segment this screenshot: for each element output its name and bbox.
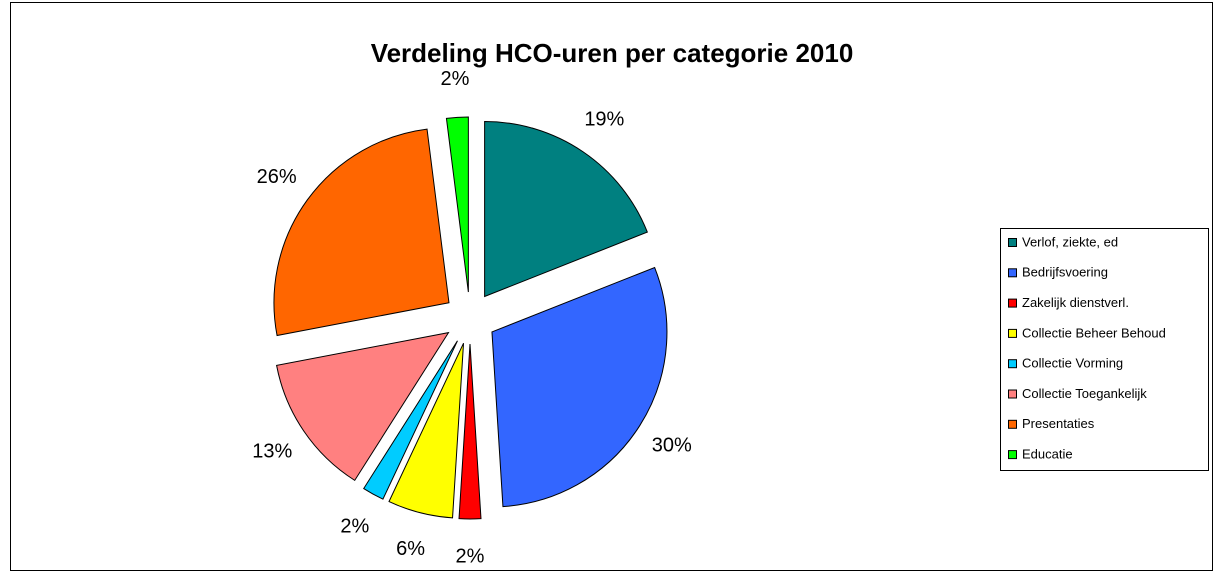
legend-label: Collectie Toegankelijk (1022, 386, 1147, 401)
value-label: 6% (396, 538, 425, 560)
value-label: 26% (257, 166, 297, 188)
legend-label: Educatie (1022, 447, 1073, 462)
value-label: 19% (584, 109, 624, 131)
value-label: 13% (252, 441, 292, 463)
value-label: 2% (340, 516, 369, 538)
pie-slice (273, 128, 450, 337)
legend-swatch (1008, 450, 1017, 460)
pie-slice (388, 342, 465, 519)
pie-slice (276, 331, 450, 482)
legend-swatch (1008, 238, 1017, 247)
pie-slice (458, 343, 482, 520)
legend-swatch (1008, 419, 1017, 429)
legend-swatch (1008, 359, 1017, 369)
pie-slice (445, 116, 469, 293)
value-label: 2% (441, 68, 470, 90)
legend-swatch (1008, 389, 1017, 399)
pie-slice (491, 266, 668, 508)
legend-swatch (1008, 298, 1017, 308)
legend-label: Collectie Beheer Behoud (1022, 325, 1166, 340)
pie-slice (363, 340, 458, 500)
legend-label: Verlof, ziekte, ed (1022, 234, 1118, 249)
value-label: 2% (456, 545, 485, 567)
legend-swatch (1008, 268, 1017, 278)
legend-label: Bedrijfsvoering (1022, 265, 1108, 280)
chart-title: Verdeling HCO-uren per categorie 2010 (371, 38, 854, 68)
legend-label: Presentaties (1022, 416, 1095, 431)
legend-label: Collectie Vorming (1022, 356, 1123, 371)
pie-slice (484, 120, 648, 298)
legend (1000, 228, 1209, 471)
legend-label: Zakelijk dienstverl. (1022, 295, 1129, 310)
legend-swatch (1008, 328, 1017, 338)
value-label: 30% (652, 434, 692, 456)
